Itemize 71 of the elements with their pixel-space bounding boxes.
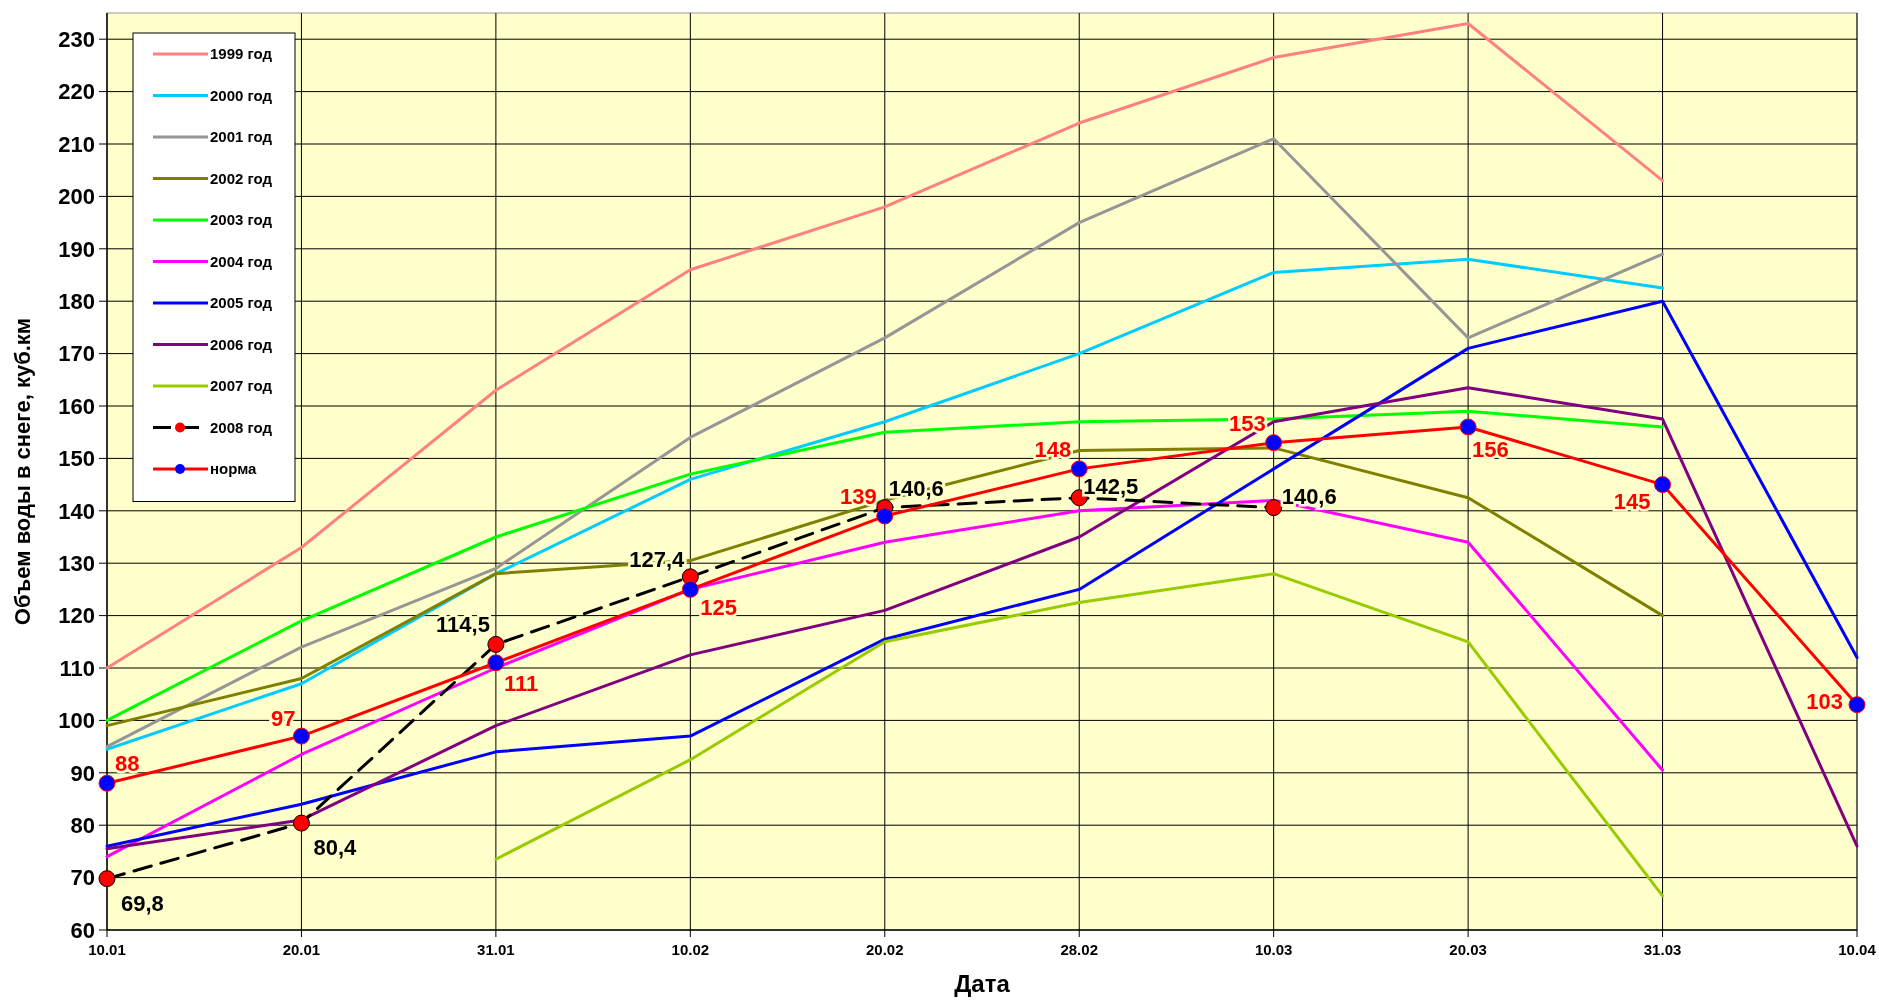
x-tick-label: 10.02 xyxy=(671,941,710,958)
point xyxy=(1459,418,1477,436)
data-label: 148 xyxy=(1034,436,1072,462)
point xyxy=(487,635,505,653)
y-tick-label: 100 xyxy=(58,708,95,734)
y-tick-label: 70 xyxy=(70,865,95,891)
y-tick-label: 170 xyxy=(58,341,95,367)
point xyxy=(292,727,310,745)
y-tick-label: 60 xyxy=(70,917,95,943)
x-tick-label: 20.01 xyxy=(282,941,321,958)
y-tick-label: 220 xyxy=(58,79,95,105)
y-tick-label: 210 xyxy=(58,131,95,157)
line-series xyxy=(494,572,1665,898)
legend-label: 2003 год xyxy=(210,211,273,229)
x-tick-label: 31.03 xyxy=(1643,941,1682,958)
data-label: 88 xyxy=(115,751,140,777)
legend-label: 2002 год xyxy=(210,169,273,187)
data-label: 142,5 xyxy=(1083,473,1139,499)
legend-label: 1999 год xyxy=(210,45,273,63)
x-tick-label: 20.03 xyxy=(1449,941,1487,958)
data-label: 114,5 xyxy=(436,612,490,638)
line-series xyxy=(105,257,1665,751)
y-tick-label: 80 xyxy=(70,812,95,838)
data-label: 103 xyxy=(1806,688,1843,714)
x-tick-label: 10.01 xyxy=(88,941,126,958)
y-tick-label: 230 xyxy=(58,26,95,52)
y-tick-label: 90 xyxy=(70,760,95,786)
y-tick-label: 130 xyxy=(58,550,95,576)
y-tick-label: 160 xyxy=(58,393,95,419)
line-series xyxy=(105,21,1665,670)
point xyxy=(1070,460,1088,478)
legend-label: 2006 год xyxy=(210,335,273,353)
data-label: 145 xyxy=(1613,488,1651,514)
y-tick-label: 110 xyxy=(59,655,95,681)
x-tick-label: 28.02 xyxy=(1060,941,1098,958)
point xyxy=(681,580,699,598)
point xyxy=(1265,434,1283,452)
data-label: 69,8 xyxy=(121,890,164,916)
x-tick-label: 31.01 xyxy=(477,941,515,958)
legend-label: 2005 год xyxy=(210,294,273,312)
y-tick-label: 120 xyxy=(58,603,95,629)
y-tick-label: 190 xyxy=(58,236,95,262)
x-axis-title: Дата xyxy=(954,970,1011,997)
y-tick-label: 200 xyxy=(58,184,95,210)
legend-label: 2000 год xyxy=(210,86,273,104)
x-tick-label: 10.03 xyxy=(1254,941,1293,958)
legend-label: 2004 год xyxy=(210,252,273,270)
legend-label: норма xyxy=(210,460,258,478)
point xyxy=(98,870,116,888)
data-label: 111 xyxy=(503,670,539,696)
data-label: 156 xyxy=(1472,436,1509,462)
point xyxy=(292,814,310,832)
point xyxy=(876,507,894,525)
legend-label: 2007 год xyxy=(210,377,273,395)
legend-label: 2008 год xyxy=(210,418,273,436)
y-tick-label: 140 xyxy=(58,498,95,524)
legend-label: 2001 год xyxy=(210,128,273,146)
point xyxy=(487,654,505,672)
point xyxy=(1848,696,1866,714)
y-tick-label: 180 xyxy=(58,288,95,314)
x-tick-label: 10.04 xyxy=(1838,941,1877,958)
point xyxy=(1265,499,1283,517)
data-label: 140,6 xyxy=(1281,483,1337,509)
y-tick-label: 150 xyxy=(58,446,95,472)
data-label: 139 xyxy=(840,484,877,510)
data-label: 125 xyxy=(700,595,738,621)
point xyxy=(1654,476,1672,494)
data-label: 80,4 xyxy=(313,835,358,861)
x-tick-label: 20.02 xyxy=(866,941,904,958)
y-axis-title: Объем воды в снеге, куб.км xyxy=(10,317,35,626)
point xyxy=(98,774,116,792)
